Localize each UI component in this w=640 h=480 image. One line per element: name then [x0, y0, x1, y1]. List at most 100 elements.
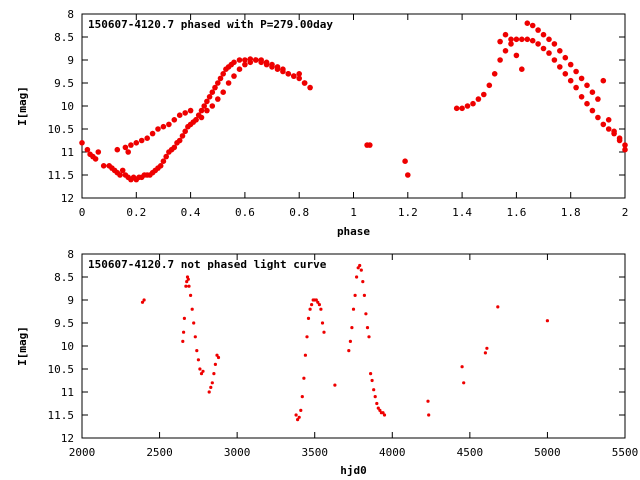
phased-data-point: [567, 61, 574, 68]
raw-data-point: [378, 408, 382, 412]
phased-data-point: [242, 57, 248, 63]
phased-data-point: [513, 52, 520, 59]
phased-plot-frame: [81, 13, 626, 199]
phased-data-point: [231, 59, 237, 66]
raw-y-axis-label: I[mag]: [16, 326, 29, 366]
phased-data-point: [155, 126, 161, 132]
phased-data-point: [611, 128, 617, 135]
raw-data-point: [308, 307, 312, 311]
raw-y-tick-label: 11.5: [48, 409, 75, 422]
raw-data-point: [199, 372, 204, 376]
raw-data-point: [192, 321, 196, 325]
phased-data-point: [481, 91, 487, 98]
phased-data-point: [220, 89, 226, 95]
phased-data-point: [535, 27, 541, 33]
raw-data-point: [367, 335, 371, 339]
raw-x-tick-label: 3500: [301, 446, 328, 459]
phased-data-point: [464, 103, 471, 109]
phased-data-point: [122, 144, 129, 151]
phased-data-point: [605, 117, 612, 123]
phased-x-tick-label: 0: [79, 206, 86, 219]
phased-y-tick-label: 11: [61, 146, 74, 159]
raw-x-tick-label: 2000: [69, 446, 96, 459]
raw-data-point: [189, 293, 193, 297]
phased-data-point: [405, 172, 411, 178]
raw-data-point: [185, 280, 189, 284]
phased-data-point: [502, 48, 509, 54]
raw-data-point: [320, 321, 325, 325]
raw-data-point: [306, 316, 311, 320]
phased-data-point: [573, 84, 579, 91]
phased-data-point: [209, 103, 216, 109]
phased-data-point: [198, 107, 205, 114]
phased-data-point: [138, 137, 145, 144]
phased-data-point: [253, 57, 259, 63]
phased-x-tick-label: 1.2: [398, 206, 418, 219]
phased-data-point: [176, 137, 183, 144]
raw-data-point: [184, 284, 188, 288]
phased-y-tick-label: 9: [67, 54, 74, 67]
phased-data-point: [84, 146, 91, 153]
phased-data-point: [285, 71, 292, 77]
raw-y-tick-label: 11: [61, 386, 74, 399]
phased-data-point: [567, 77, 574, 84]
phased-data-point: [100, 163, 107, 169]
phased-data-point: [540, 31, 547, 38]
raw-data-point: [297, 415, 301, 419]
phased-y-tick-label: 9.5: [54, 77, 74, 90]
raw-y-tick-label: 9: [67, 294, 74, 307]
phased-data-point: [595, 114, 601, 121]
phased-data-point: [157, 163, 164, 169]
phased-data-point: [160, 123, 167, 130]
phased-data-point: [187, 107, 194, 114]
raw-data-point: [370, 378, 374, 383]
phased-x-tick-label: 2: [622, 206, 629, 219]
phased-data-point: [453, 105, 460, 112]
phased-data-point: [600, 121, 607, 128]
phased-data-point: [589, 107, 596, 114]
raw-data-point: [198, 367, 202, 371]
phased-x-tick-label: 0.2: [126, 206, 146, 219]
raw-data-point: [483, 351, 487, 355]
phased-data-point: [291, 73, 297, 79]
phased-data-point: [160, 158, 167, 164]
phased-data-point: [557, 48, 563, 54]
phased-data-point: [502, 31, 509, 38]
raw-data-point: [381, 411, 385, 415]
raw-data-point: [373, 395, 377, 399]
phased-data-point: [212, 84, 218, 91]
phased-y-tick-label: 10.5: [48, 123, 75, 136]
raw-data-point: [426, 399, 430, 403]
phased-data-point: [117, 172, 123, 178]
phased-data-point: [95, 149, 102, 155]
raw-x-tick-label: 3000: [224, 446, 251, 459]
phased-data-point: [206, 94, 213, 100]
phased-data-point: [247, 59, 254, 66]
phased-data-point: [491, 71, 498, 77]
raw-data-point: [294, 413, 298, 417]
raw-y-tick-label: 10.5: [48, 363, 75, 376]
phased-y-tick-label: 10: [61, 100, 74, 113]
phased-data-point: [220, 71, 226, 77]
phased-data-point: [470, 100, 476, 107]
raw-x-tick-label: 2500: [146, 446, 173, 459]
phased-data-point: [296, 75, 303, 82]
phased-data-point: [166, 121, 172, 128]
phased-data-point: [92, 156, 99, 162]
phased-data-point: [529, 37, 536, 44]
raw-data-point: [348, 339, 352, 343]
raw-data-point: [209, 385, 213, 389]
raw-data-point: [358, 263, 362, 268]
raw-y-tick-label: 10: [61, 340, 74, 353]
raw-data-point: [300, 395, 304, 399]
raw-data-point: [361, 280, 365, 284]
raw-data-point: [296, 418, 300, 422]
phased-data-point: [274, 64, 281, 70]
raw-data-point: [142, 298, 146, 302]
phased-data-point: [225, 80, 232, 86]
phased-data-point: [209, 89, 216, 95]
phased-data-point: [144, 135, 150, 141]
raw-data-point: [196, 358, 200, 362]
raw-data-point: [190, 307, 194, 311]
